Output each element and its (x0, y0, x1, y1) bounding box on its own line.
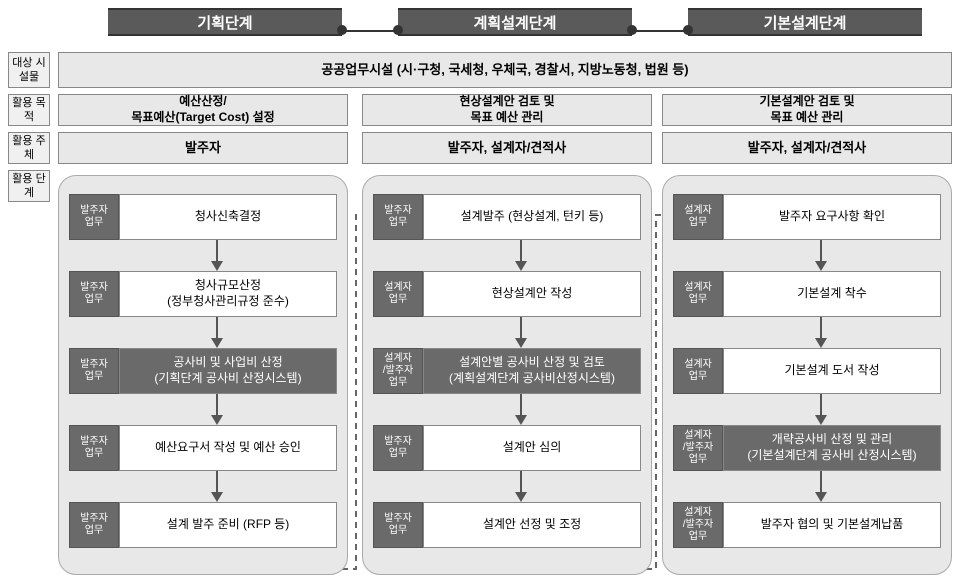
role-tag: 설계자 업무 (673, 348, 723, 394)
step-box: 기본설계 착수 (723, 271, 941, 317)
arrow-line (216, 240, 218, 261)
flow-step: 발주자 업무청사규모산정 (정부청사관리규정 준수) (69, 271, 337, 317)
role-tag: 발주자 업무 (373, 425, 423, 471)
arrow-down-icon (815, 415, 827, 425)
role-tag: 발주자 업무 (69, 425, 119, 471)
facility-row: 공공업무시설 (시·구청, 국세청, 우체국, 경찰서, 지방노동청, 법원 등… (58, 52, 952, 88)
arrow-line (216, 471, 218, 492)
role-tag: 발주자 업무 (69, 502, 119, 548)
subject-box-1: 발주자, 설계자/견적사 (362, 132, 652, 164)
arrow-down-icon (515, 415, 527, 425)
purpose-box-0: 예산산정/ 목표예산(Target Cost) 설정 (58, 94, 348, 126)
arrow-line (820, 471, 822, 492)
step-box: 기본설계 도서 작성 (723, 348, 941, 394)
step-box: 설계안 심의 (423, 425, 641, 471)
subject-box-0: 발주자 (58, 132, 348, 164)
stage-header: 기획단계 계획설계단계 기본설계단계 (0, 8, 961, 40)
side-label-3: 활용 단계 (8, 170, 50, 202)
stage-dot (337, 25, 347, 35)
role-tag: 발주자 업무 (373, 194, 423, 240)
step-box: 발주자 요구사항 확인 (723, 194, 941, 240)
arrow-line (520, 471, 522, 492)
flow-step: 설계자 업무현상설계안 작성 (373, 271, 641, 317)
stage-connector (632, 30, 688, 32)
step-box: 발주자 협의 및 기본설계납품 (723, 502, 941, 548)
step-box: 청사신축결정 (119, 194, 337, 240)
role-tag: 발주자 업무 (69, 194, 119, 240)
role-tag: 설계자 업무 (673, 194, 723, 240)
arrow-down-icon (815, 492, 827, 502)
arrow-line (520, 394, 522, 415)
stage-tab-0: 기획단계 (108, 8, 342, 36)
flow-step: 설계자 업무기본설계 착수 (673, 271, 941, 317)
arrow-down-icon (515, 492, 527, 502)
flow-step: 설계자 업무기본설계 도서 작성 (673, 348, 941, 394)
flow-step: 발주자 업무설계 발주 준비 (RFP 등) (69, 502, 337, 548)
role-tag: 설계자 업무 (673, 271, 723, 317)
stage-tab-2: 기본설계단계 (688, 8, 922, 36)
arrow-line (820, 240, 822, 261)
purpose-box-1: 현상설계안 검토 및 목표 예산 관리 (362, 94, 652, 126)
flow-step: 발주자 업무예산요구서 작성 및 예산 승인 (69, 425, 337, 471)
flow-panel-1: 발주자 업무설계발주 (현상설계, 턴키 등)설계자 업무현상설계안 작성설계자… (362, 175, 652, 575)
flow-panel-2: 설계자 업무발주자 요구사항 확인설계자 업무기본설계 착수설계자 업무기본설계… (662, 175, 952, 575)
side-label-0: 대상 시설물 (8, 52, 50, 88)
step-box: 청사규모산정 (정부청사관리규정 준수) (119, 271, 337, 317)
stage-dot (683, 25, 693, 35)
arrow-down-icon (211, 492, 223, 502)
flow-panel-0: 발주자 업무청사신축결정발주자 업무청사규모산정 (정부청사관리규정 준수)발주… (58, 175, 348, 575)
flow-step: 설계자 /발주자 업무설계안별 공사비 산정 및 검토 (계획설계단계 공사비산… (373, 348, 641, 394)
flow-step: 설계자 /발주자 업무개략공사비 산정 및 관리 (기본설계단계 공사비 산정시… (673, 425, 941, 471)
step-box: 설계발주 (현상설계, 턴키 등) (423, 194, 641, 240)
flow-step: 설계자 /발주자 업무발주자 협의 및 기본설계납품 (673, 502, 941, 548)
arrow-line (216, 317, 218, 338)
arrow-line (820, 317, 822, 338)
step-box: 설계안 선정 및 조정 (423, 502, 641, 548)
flow-step: 발주자 업무설계발주 (현상설계, 턴키 등) (373, 194, 641, 240)
step-box: 현상설계안 작성 (423, 271, 641, 317)
role-tag: 발주자 업무 (69, 271, 119, 317)
arrow-down-icon (515, 338, 527, 348)
flow-step: 발주자 업무공사비 및 사업비 산정 (기획단계 공사비 산정시스템) (69, 348, 337, 394)
arrow-line (520, 317, 522, 338)
role-tag: 발주자 업무 (69, 348, 119, 394)
role-tag: 설계자 업무 (373, 271, 423, 317)
flow-step: 설계자 업무발주자 요구사항 확인 (673, 194, 941, 240)
step-box: 공사비 및 사업비 산정 (기획단계 공사비 산정시스템) (119, 348, 337, 394)
step-box: 예산요구서 작성 및 예산 승인 (119, 425, 337, 471)
stage-dot (393, 25, 403, 35)
role-tag: 설계자 /발주자 업무 (373, 348, 423, 394)
step-box: 개략공사비 산정 및 관리 (기본설계단계 공사비 산정시스템) (723, 425, 941, 471)
role-tag: 설계자 /발주자 업무 (673, 502, 723, 548)
side-label-1: 활용 목적 (8, 94, 50, 126)
role-tag: 발주자 업무 (373, 502, 423, 548)
stage-connector (342, 30, 398, 32)
step-box: 설계 발주 준비 (RFP 등) (119, 502, 337, 548)
arrow-down-icon (815, 338, 827, 348)
arrow-line (820, 394, 822, 415)
arrow-down-icon (211, 338, 223, 348)
stage-tab-1: 계획설계단계 (398, 8, 632, 36)
role-tag: 설계자 /발주자 업무 (673, 425, 723, 471)
step-box: 설계안별 공사비 산정 및 검토 (계획설계단계 공사비산정시스템) (423, 348, 641, 394)
purpose-box-2: 기본설계안 검토 및 목표 예산 관리 (662, 94, 952, 126)
arrow-down-icon (515, 261, 527, 271)
arrow-down-icon (815, 261, 827, 271)
arrow-down-icon (211, 415, 223, 425)
subject-box-2: 발주자, 설계자/견적사 (662, 132, 952, 164)
flow-step: 발주자 업무설계안 선정 및 조정 (373, 502, 641, 548)
arrow-line (216, 394, 218, 415)
arrow-down-icon (211, 261, 223, 271)
arrow-line (520, 240, 522, 261)
flow-step: 발주자 업무설계안 심의 (373, 425, 641, 471)
stage-dot (627, 25, 637, 35)
flow-step: 발주자 업무청사신축결정 (69, 194, 337, 240)
side-label-2: 활용 주체 (8, 132, 50, 164)
